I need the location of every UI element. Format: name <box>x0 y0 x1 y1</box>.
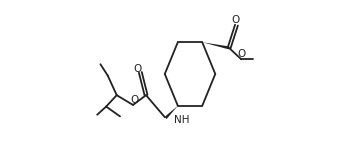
Polygon shape <box>165 106 178 119</box>
Text: NH: NH <box>174 115 189 125</box>
Text: O: O <box>232 15 240 25</box>
Text: O: O <box>134 64 142 74</box>
Polygon shape <box>202 42 229 49</box>
Text: O: O <box>130 95 138 105</box>
Text: O: O <box>238 49 246 59</box>
